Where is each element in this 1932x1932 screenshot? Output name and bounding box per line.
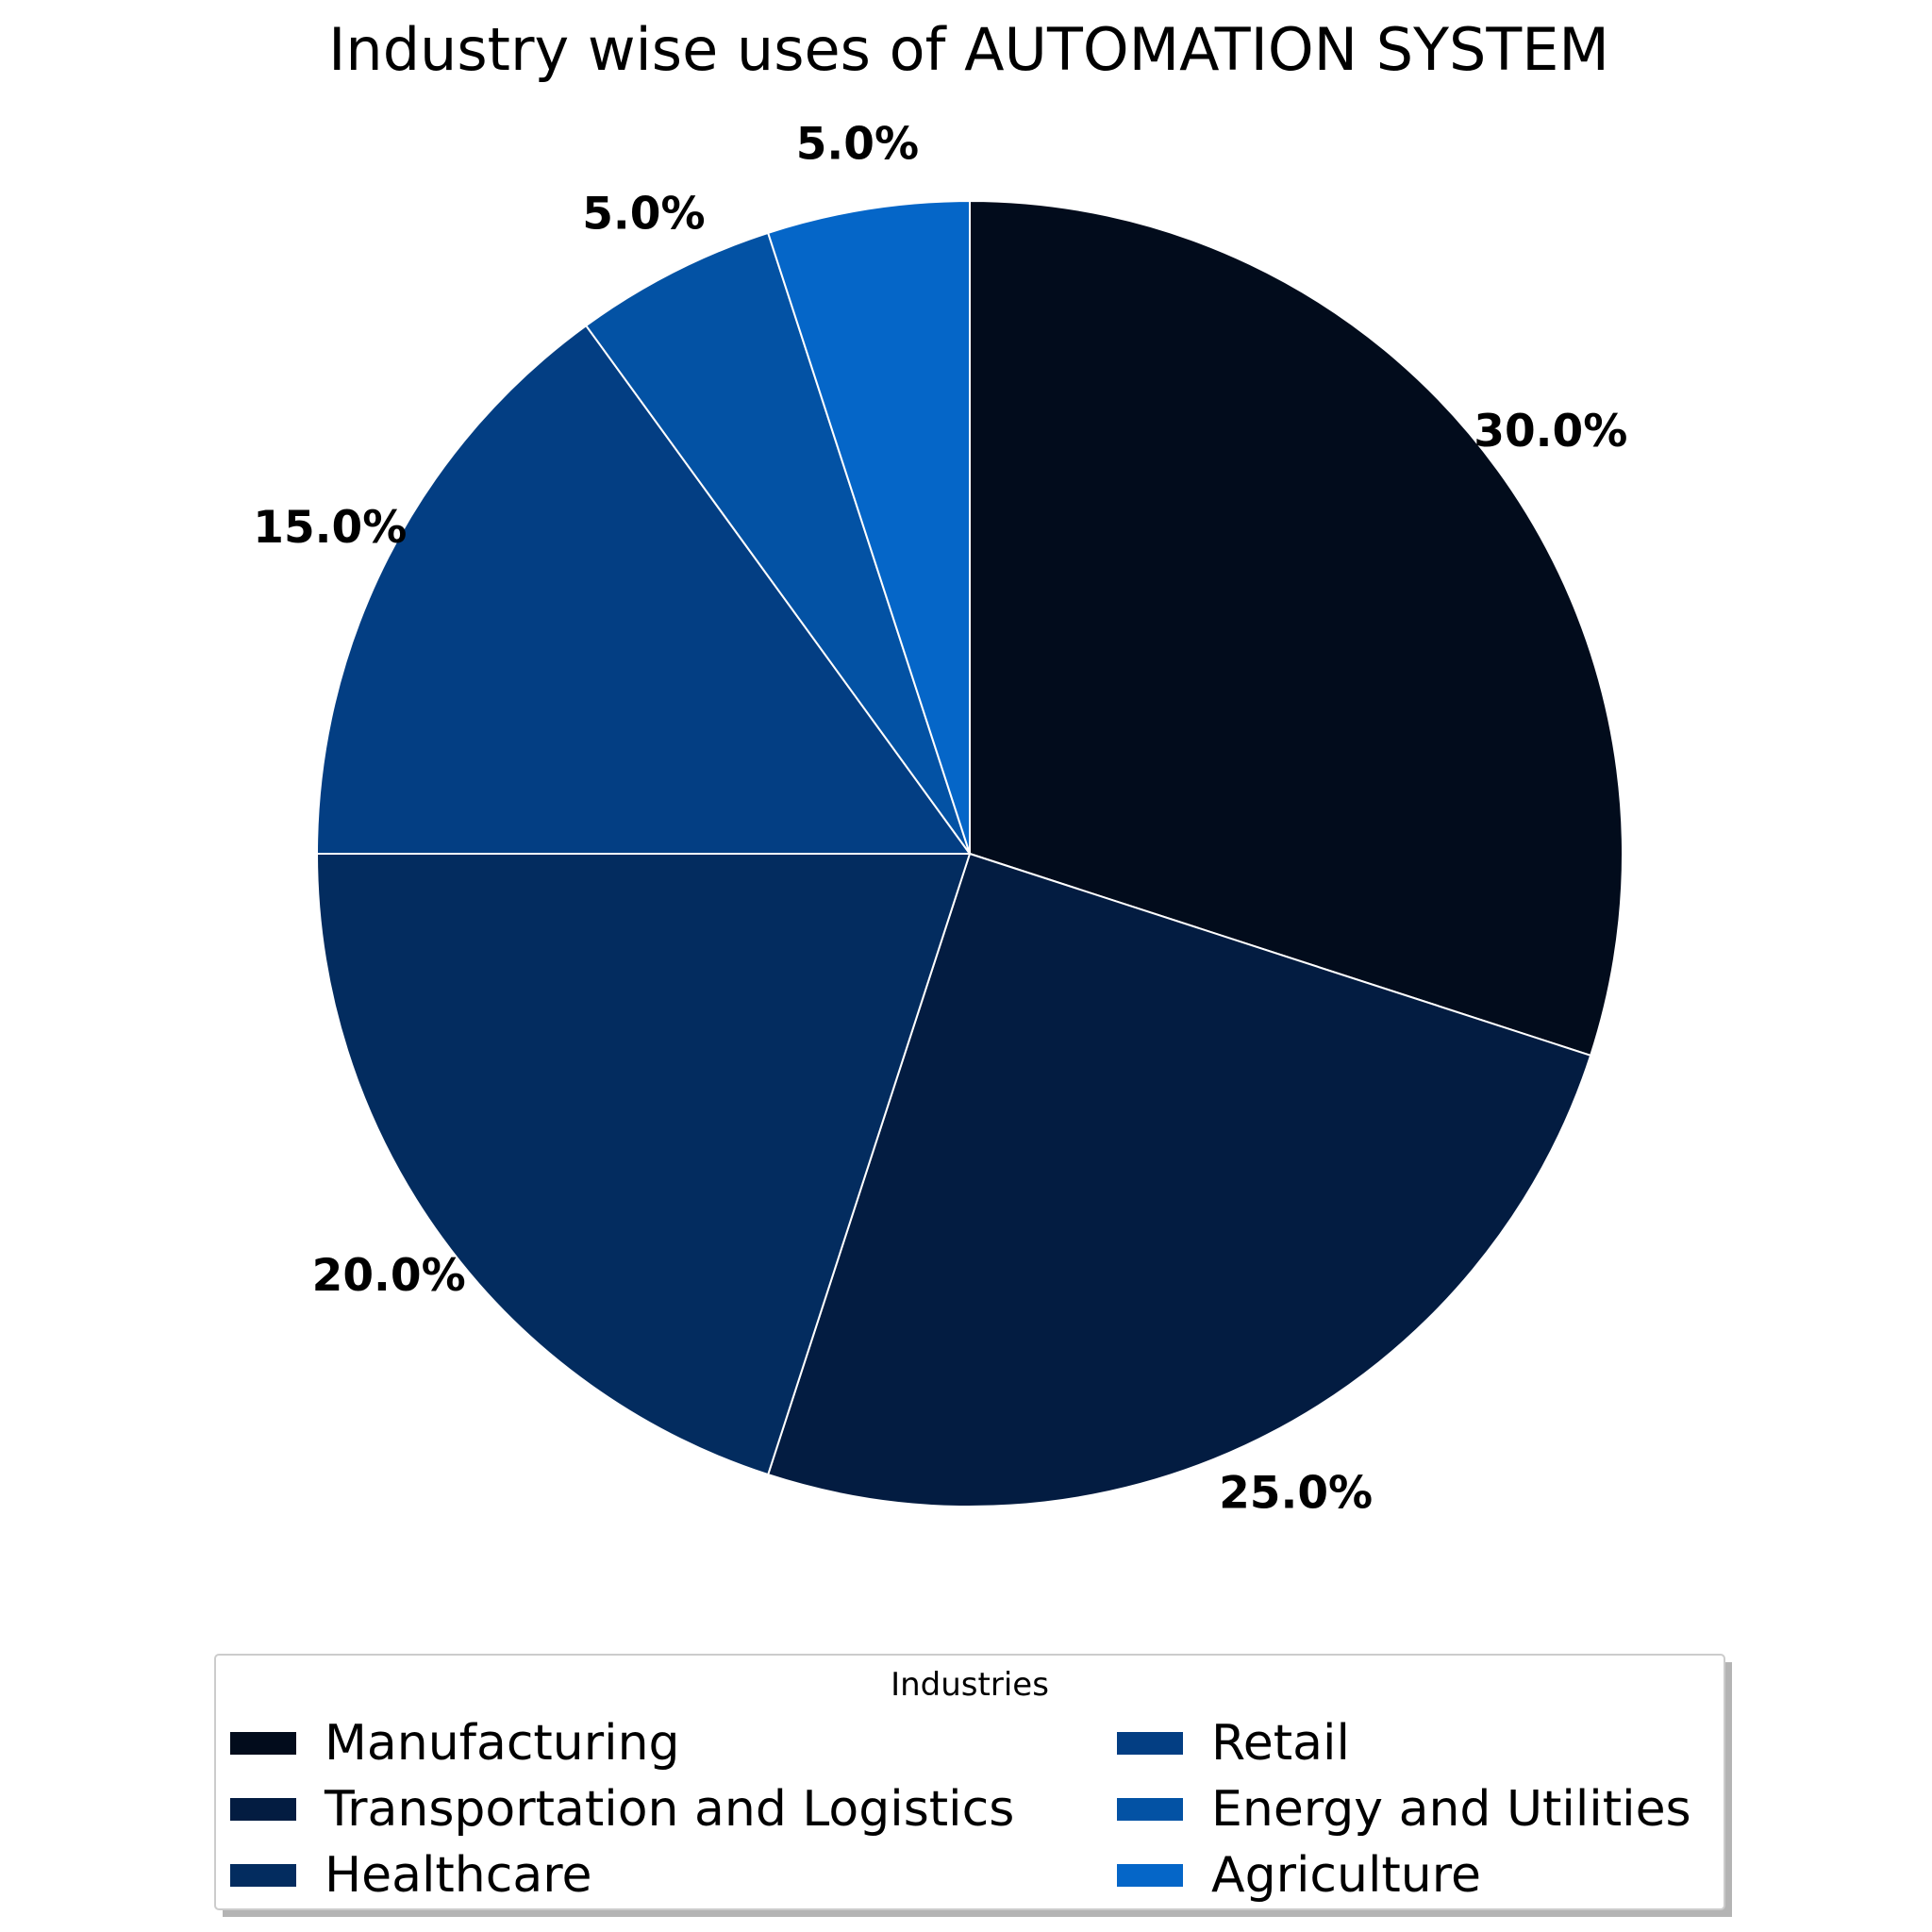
legend-label-manufacturing: Manufacturing (325, 1715, 680, 1772)
legend-item-transportation-and-logistics: Transportation and Logistics (230, 1781, 1014, 1838)
slice-label-transportation-and-logistics: 25.0% (1219, 1468, 1373, 1520)
legend-label-agriculture: Agriculture (1211, 1847, 1481, 1904)
pie-slice-retail (315, 324, 972, 855)
legend-swatch-retail (1117, 1732, 1183, 1755)
pie-slice-transportation-and-logistics (766, 852, 1592, 1507)
slice-label-retail: 15.0% (253, 502, 407, 554)
legend-swatch-energy-and-utilities (1117, 1798, 1183, 1821)
legend-item-retail: Retail (1117, 1715, 1350, 1772)
pie-slice-energy-and-utilities (584, 231, 971, 855)
legend-label-transportation-and-logistics: Transportation and Logistics (324, 1781, 1014, 1838)
pie-slices (315, 199, 1624, 1507)
legend-swatch-transportation-and-logistics (230, 1798, 296, 1821)
chart-title: Industry wise uses of AUTOMATION SYSTEM (328, 15, 1609, 84)
pie-slice-healthcare (315, 853, 972, 1476)
legend: Industries Manufacturing Transportation a… (214, 1654, 1732, 1917)
legend-label-healthcare: Healthcare (325, 1847, 591, 1904)
legend-title: Industries (891, 1666, 1049, 1704)
legend-swatch-agriculture (1117, 1864, 1183, 1887)
legend-item-agriculture: Agriculture (1117, 1847, 1481, 1904)
legend-box (214, 1654, 1725, 1910)
legend-swatch-healthcare (230, 1864, 296, 1887)
legend-label-energy-and-utilities: Energy and Utilities (1211, 1781, 1691, 1838)
pie-slice-agriculture (766, 199, 971, 855)
pie-slice-labels: 30.0% 25.0% 20.0% 15.0% 5.0% 5.0% (253, 119, 1627, 1520)
legend-items: Manufacturing Transportation and Logistic… (230, 1715, 1691, 1904)
legend-item-energy-and-utilities: Energy and Utilities (1117, 1781, 1691, 1838)
slice-label-agriculture: 5.0% (796, 119, 919, 171)
pie-slice-manufacturing (969, 199, 1624, 1058)
slice-label-manufacturing: 30.0% (1474, 406, 1627, 458)
legend-item-manufacturing: Manufacturing (230, 1715, 680, 1772)
slice-label-energy-and-utilities: 5.0% (582, 188, 705, 240)
legend-swatch-manufacturing (230, 1732, 296, 1755)
legend-label-retail: Retail (1211, 1715, 1350, 1772)
legend-item-healthcare: Healthcare (230, 1847, 591, 1904)
slice-label-healthcare: 20.0% (312, 1250, 466, 1302)
